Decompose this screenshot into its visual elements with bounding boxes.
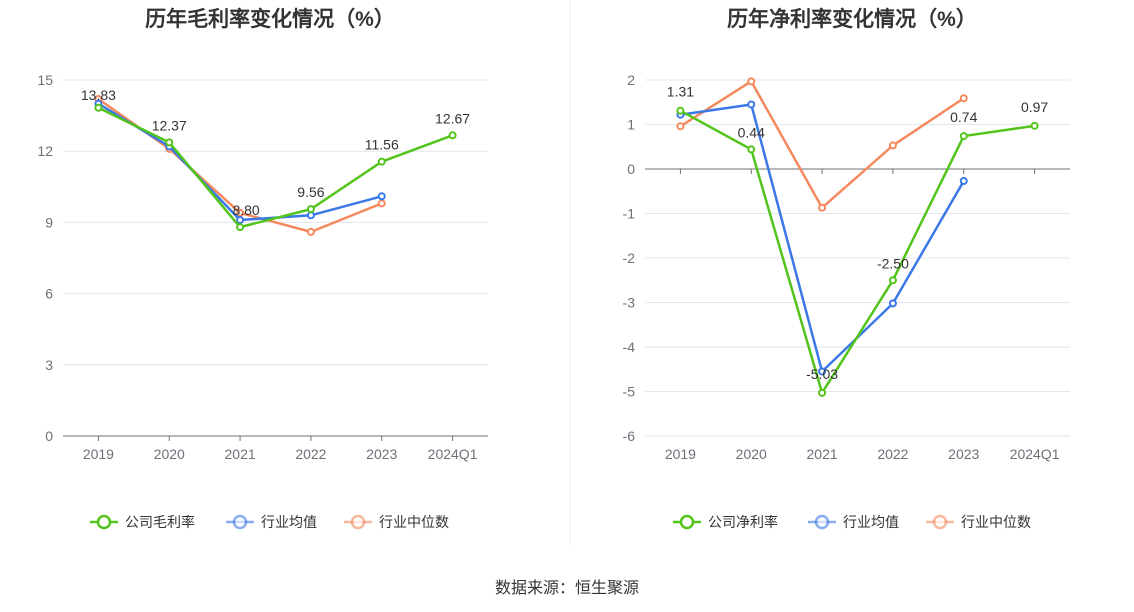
x-tick-label: 2023 bbox=[366, 446, 397, 462]
data-point-company bbox=[888, 276, 897, 285]
data-point-company bbox=[818, 388, 827, 397]
legend-marker bbox=[350, 514, 366, 530]
x-tick-label: 2020 bbox=[154, 446, 185, 462]
x-tick-label: 2023 bbox=[948, 446, 979, 462]
data-point-company bbox=[306, 205, 315, 214]
legend-label: 行业中位数 bbox=[961, 514, 1031, 530]
legend-item-avg: 行业均值 bbox=[808, 514, 899, 530]
x-tick-label: 2022 bbox=[295, 446, 326, 462]
legend-item-company: 公司毛利率 bbox=[90, 514, 195, 530]
data-point-company bbox=[94, 103, 103, 112]
y-tick-label: -1 bbox=[623, 206, 636, 222]
legend-marker bbox=[679, 514, 695, 530]
legend-label: 行业均值 bbox=[261, 514, 317, 530]
y-tick-label: -4 bbox=[623, 339, 636, 355]
x-tick-label: 2024Q1 bbox=[1010, 446, 1060, 462]
y-tick-label: -6 bbox=[623, 428, 636, 444]
data-point-median bbox=[306, 227, 315, 236]
series-line-median bbox=[679, 80, 965, 209]
y-tick-label: 15 bbox=[37, 72, 53, 88]
data-point-avg bbox=[377, 192, 386, 201]
data-label: 1.31 bbox=[667, 84, 694, 100]
y-tick-label: -2 bbox=[623, 250, 636, 266]
chart-title: 历年毛利率变化情况（%） bbox=[145, 7, 395, 31]
y-tick-label: 2 bbox=[627, 72, 635, 88]
data-label: 0.97 bbox=[1021, 99, 1048, 115]
data-point-median bbox=[236, 208, 245, 217]
data-point-avg bbox=[236, 216, 245, 225]
data-label: 13.83 bbox=[81, 87, 116, 103]
x-tick-label: 2020 bbox=[736, 446, 767, 462]
y-tick-label: 3 bbox=[45, 357, 53, 373]
data-point-company bbox=[165, 138, 174, 147]
data-point-company bbox=[747, 145, 756, 154]
data-point-company bbox=[1030, 121, 1039, 130]
data-point-median bbox=[818, 203, 827, 212]
data-label: 8.80 bbox=[232, 202, 259, 218]
x-tick-label: 2019 bbox=[83, 446, 114, 462]
legend-item-company: 公司净利率 bbox=[673, 514, 778, 530]
x-tick-label: 2019 bbox=[665, 446, 696, 462]
data-point-company bbox=[236, 223, 245, 232]
y-tick-label: 0 bbox=[45, 428, 53, 444]
data-point-median bbox=[888, 141, 897, 150]
y-tick-label: -5 bbox=[623, 384, 636, 400]
data-point-median bbox=[377, 199, 386, 208]
data-point-company bbox=[959, 132, 968, 141]
legend-label: 行业中位数 bbox=[379, 514, 449, 530]
data-label: -2.50 bbox=[877, 255, 909, 271]
data-label: 9.56 bbox=[297, 184, 324, 200]
y-tick-label: 9 bbox=[45, 214, 53, 230]
chart-2: 历年净利率变化情况（%） -6 -5 -4 -3 -2 -1 0 1 2 2019 2020 2021 2… bbox=[623, 7, 1070, 530]
y-tick-label: 6 bbox=[45, 286, 53, 302]
data-point-company bbox=[676, 106, 685, 115]
series-line-avg bbox=[680, 103, 965, 373]
data-label: 0.44 bbox=[738, 124, 765, 140]
data-label: -5.03 bbox=[806, 366, 838, 382]
legend-label: 公司净利率 bbox=[708, 514, 778, 530]
chart-1: 历年毛利率变化情况（%） 0 3 6 9 12 15 2019 2020 2021 2022 2023… bbox=[37, 7, 488, 530]
data-point-avg bbox=[747, 100, 756, 109]
data-point-median bbox=[959, 94, 968, 103]
data-point-avg bbox=[888, 299, 897, 308]
legend-marker bbox=[232, 514, 248, 530]
legend-item-median: 行业中位数 bbox=[926, 514, 1031, 530]
legend-item-avg: 行业均值 bbox=[226, 514, 317, 530]
legend-marker bbox=[96, 514, 112, 530]
x-tick-label: 2022 bbox=[877, 446, 908, 462]
data-point-median bbox=[747, 77, 756, 86]
legend-label: 行业均值 bbox=[843, 514, 899, 530]
legend-label: 公司毛利率 bbox=[125, 514, 195, 530]
data-point-avg bbox=[306, 211, 315, 220]
data-point-avg bbox=[959, 177, 968, 186]
data-label: 0.74 bbox=[950, 109, 977, 125]
series-line-company bbox=[97, 106, 454, 229]
data-point-company bbox=[377, 157, 386, 166]
y-tick-label: 12 bbox=[37, 143, 53, 159]
x-tick-label: 2024Q1 bbox=[428, 446, 478, 462]
data-source-note: 数据来源：恒生聚源 bbox=[494, 580, 639, 597]
data-label: 12.67 bbox=[435, 110, 470, 126]
x-tick-label: 2021 bbox=[225, 446, 256, 462]
data-point-company bbox=[448, 131, 457, 140]
legend-marker bbox=[814, 514, 830, 530]
data-label: 11.56 bbox=[365, 137, 399, 153]
data-label: 12.37 bbox=[152, 117, 187, 133]
y-tick-label: 1 bbox=[627, 117, 635, 133]
series-line-company bbox=[679, 109, 1035, 395]
data-point-avg bbox=[818, 367, 827, 376]
data-point-median bbox=[676, 122, 685, 131]
legend-marker bbox=[932, 514, 948, 530]
y-tick-label: -3 bbox=[623, 295, 636, 311]
chart-title: 历年净利率变化情况（%） bbox=[727, 7, 977, 31]
x-tick-label: 2021 bbox=[807, 446, 838, 462]
y-tick-label: 0 bbox=[627, 161, 635, 177]
legend-item-median: 行业中位数 bbox=[344, 514, 449, 530]
